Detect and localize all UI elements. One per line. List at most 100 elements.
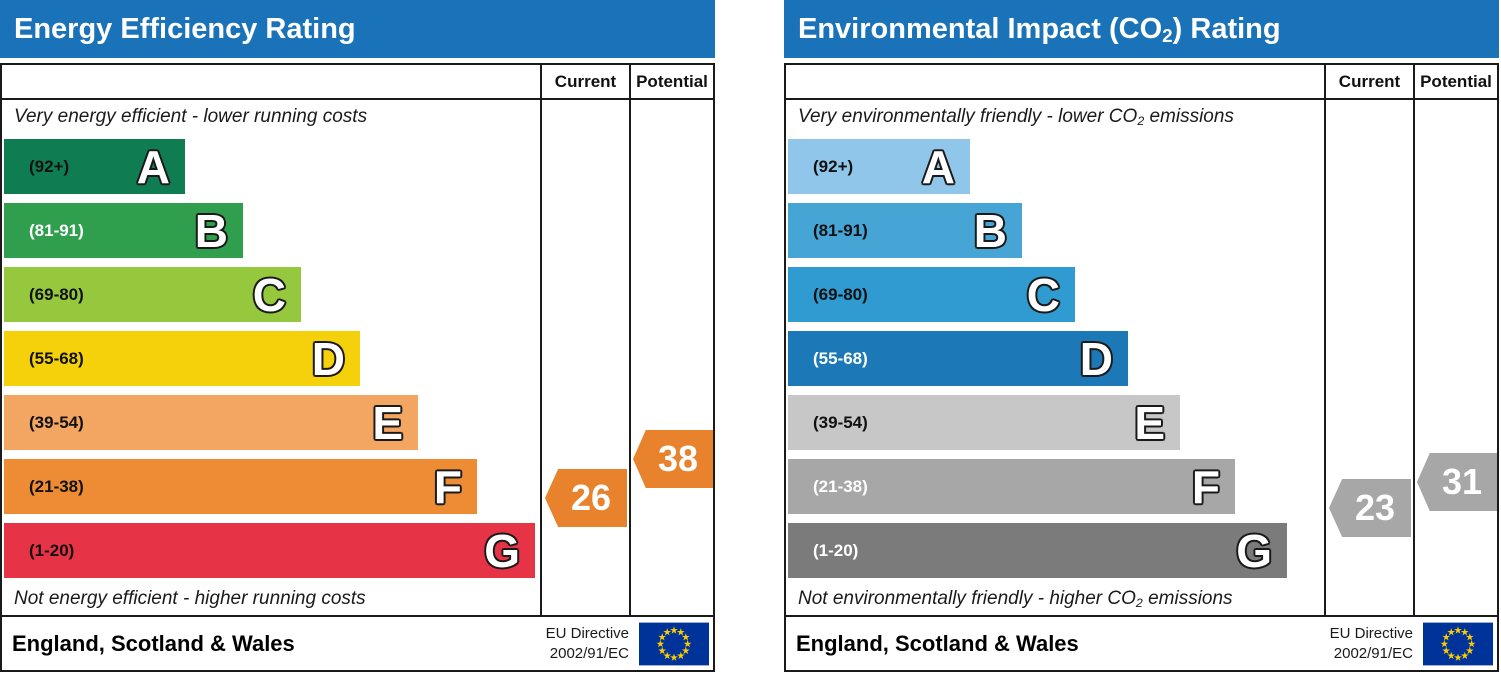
band-range-label: (81-91): [813, 220, 868, 240]
footer: England, Scotland & Wales EU Directive 2…: [784, 617, 1499, 672]
eu-flag-star: [1460, 651, 1469, 659]
eu-flag-star: [1442, 632, 1451, 640]
eu-flag-star: [683, 639, 692, 647]
header-row-divider: [0, 98, 715, 100]
region-label: England, Scotland & Wales: [796, 630, 1079, 656]
eu-directive-line1: EU Directive: [545, 624, 629, 642]
band-b: (81-91) B: [788, 203, 1022, 258]
current-rating-arrow-value: 23: [1354, 487, 1396, 528]
eu-flag-star: [676, 627, 685, 636]
eu-directive-label: EU Directive 2002/91/EC: [1330, 623, 1413, 664]
band-letter: B: [973, 204, 1007, 257]
eu-flag-star: [1460, 627, 1469, 636]
band-f: (21-38) F: [4, 459, 477, 514]
band-range-label: (21-38): [29, 476, 84, 496]
potential-rating-arrow: 31: [1417, 453, 1497, 511]
chart-title-text-end: ) Rating: [1172, 13, 1281, 45]
current-rating-arrow: 23: [1329, 479, 1411, 537]
eu-flag-star: [663, 651, 672, 659]
band-letter: D: [1079, 332, 1113, 385]
eu-directive-line1: EU Directive: [1329, 624, 1413, 642]
eu-flag-star: [1447, 627, 1456, 636]
band-f: (21-38) F: [788, 459, 1235, 514]
bottom-caption: Not energy efficient - higher running co…: [14, 588, 366, 610]
eu-flag-star: [663, 627, 672, 636]
current-column-divider: [1324, 63, 1326, 617]
eu-directive-label: EU Directive 2002/91/EC: [546, 623, 629, 664]
eu-flag-star: [1465, 646, 1474, 654]
eu-flag-star: [681, 646, 690, 654]
band-letter: C: [1026, 268, 1060, 321]
bottom-caption: Not environmentally friendly - higher CO…: [798, 588, 1233, 610]
band-letter: B: [194, 204, 228, 257]
eu-flag-star: [681, 632, 690, 640]
top-caption-text: Very environmentally friendly - lower CO: [798, 106, 1138, 127]
current-rating-arrow-value: 26: [570, 477, 612, 518]
band-letter: D: [311, 332, 345, 385]
band-range-label: (55-68): [813, 348, 868, 368]
band-letter: A: [136, 140, 170, 193]
energy-efficiency-rating-chart: Energy Efficiency Rating Current Potenti…: [0, 0, 715, 675]
eu-flag-icon: [1423, 622, 1493, 665]
potential-column-header: Potential: [636, 72, 708, 91]
potential-column-header: Potential: [1420, 72, 1492, 91]
eu-directive-line2: 2002/91/EC: [549, 644, 629, 662]
environmental-impact-rating-chart: Environmental Impact (CO2) Rating Curren…: [784, 0, 1499, 675]
band-range-label: (1-20): [29, 540, 75, 560]
band-range-label: (21-38): [813, 476, 868, 496]
band-a: (92+) A: [788, 139, 970, 194]
eu-flag-star: [658, 646, 667, 654]
potential-rating-arrow: 38: [633, 430, 713, 488]
band-range-label: (92+): [29, 156, 70, 176]
top-caption-subscript: 2: [1137, 113, 1145, 128]
bottom-caption-text: Not environmentally friendly - higher CO: [798, 588, 1136, 609]
band-e: (39-54) E: [4, 395, 418, 450]
band-letter: C: [252, 268, 286, 321]
potential-rating-arrow-value: 38: [657, 438, 699, 479]
top-caption: Very environmentally friendly - lower CO…: [798, 106, 1234, 128]
band-letter: F: [433, 460, 462, 513]
band-c: (69-80) C: [4, 267, 301, 322]
potential-rating-arrow-value: 31: [1441, 461, 1483, 502]
eu-flag-star: [670, 625, 678, 634]
current-column-header: Current: [1338, 72, 1401, 91]
band-d: (55-68) D: [788, 331, 1128, 386]
band-range-label: (55-68): [29, 348, 84, 368]
footer: England, Scotland & Wales EU Directive 2…: [0, 617, 715, 672]
band-range-label: (39-54): [29, 412, 84, 432]
eu-flag-star: [656, 639, 665, 647]
eu-flag-star: [676, 651, 685, 659]
eu-directive-line2: 2002/91/EC: [1333, 644, 1413, 662]
chart-title-text: Environmental Impact (CO: [798, 13, 1163, 45]
eu-flag-star: [658, 632, 667, 640]
band-range-label: (1-20): [813, 540, 859, 560]
top-caption-text-end: emissions: [1144, 106, 1234, 127]
header-row-divider: [784, 98, 1499, 100]
eu-flag-star: [1467, 639, 1476, 647]
current-column-header: Current: [554, 72, 617, 91]
region-label: England, Scotland & Wales: [12, 630, 295, 656]
current-column-divider: [540, 63, 542, 617]
band-letter: E: [372, 396, 403, 449]
band-c: (69-80) C: [788, 267, 1075, 322]
eu-flag-star: [1454, 653, 1462, 661]
band-letter: G: [484, 524, 520, 577]
bottom-caption-subscript: 2: [1135, 595, 1143, 610]
band-a: (92+) A: [4, 139, 185, 194]
eu-flag-star: [1447, 651, 1456, 659]
band-letter: A: [921, 140, 955, 193]
potential-column-divider: [1413, 63, 1415, 617]
chart-title: Environmental Impact (CO2) Rating: [784, 0, 1499, 58]
band-letter: F: [1191, 460, 1220, 513]
band-g: (1-20) G: [788, 523, 1287, 578]
band-range-label: (92+): [813, 156, 854, 176]
eu-flag-star: [1440, 639, 1449, 647]
eu-flag-star: [1465, 632, 1474, 640]
chart-title: Energy Efficiency Rating: [0, 0, 715, 58]
band-b: (81-91) B: [4, 203, 243, 258]
band-range-label: (81-91): [29, 220, 84, 240]
top-caption: Very energy efficient - lower running co…: [14, 106, 367, 128]
band-letter: E: [1134, 396, 1165, 449]
top-caption-text: Very energy efficient - lower running co…: [14, 106, 368, 127]
